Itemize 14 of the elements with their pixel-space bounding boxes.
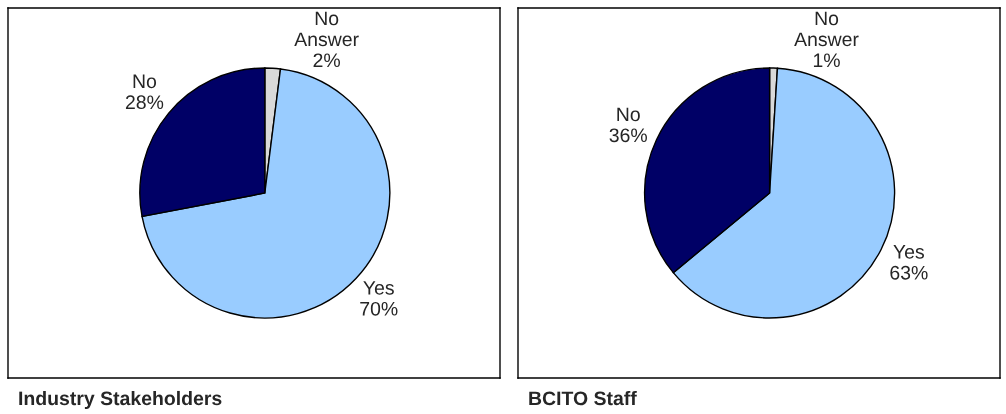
data-label: 70% [360,301,398,316]
text: Industry Stakeholders [19,390,222,410]
data-label: 2% [313,53,340,68]
text: BCITO Staff [529,390,637,406]
data-label: 1% [813,53,840,68]
slice-label: Yes [363,281,394,295]
slice-label: No Answer [794,11,859,47]
slice-label: No [617,107,640,122]
slice-label: Yes [893,245,924,259]
data-label: 28% [125,95,164,110]
data-label: 63% [890,265,928,280]
slice-label: No Answer [294,11,359,47]
data-label: 36% [609,128,647,143]
slice-label: No [133,74,157,89]
